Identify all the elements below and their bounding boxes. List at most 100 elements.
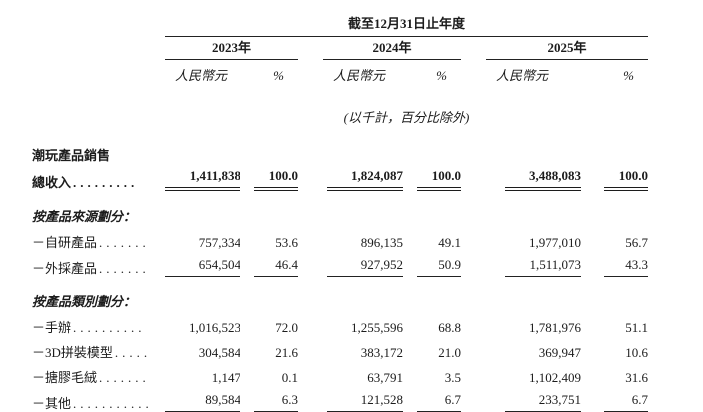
column-gap [298,164,323,191]
value-cell: 6.7 [403,386,461,412]
value-cell: 233,751 [486,386,581,412]
row-label: －搪膠毛絨 [32,370,98,385]
spacer-cell [30,59,165,84]
self-dev-pct-2023: 53.6 [275,235,298,250]
dot-leader: ......... [73,175,139,190]
row-label-cell: －手辦.......... [30,310,165,336]
total-rmb-2024: 1,824,087 [327,168,403,191]
column-gap [461,361,486,386]
dot-leader: ....... [99,261,150,276]
value-cell: 89,584 [165,386,240,412]
section-title-row: 潮玩產品銷售 [30,126,648,164]
column-gap [461,164,486,191]
value-cell: 1,977,010 [486,225,581,251]
column-gap [461,336,486,361]
value-cell: 63,791 [323,361,403,386]
column-gap [461,59,486,84]
others-pct-2025: 6.7 [604,392,649,412]
row-label: －手辦 [32,320,72,335]
value-cell: 3.5 [403,361,461,386]
value-cell: 100.0 [240,164,298,191]
currency-header-2025: 人民幣元 [496,68,549,83]
dot-leader: ....... [99,235,150,250]
row-label: －3D拼裝模型 [32,345,113,360]
table-row-vinyl-plush: －搪膠毛絨....... 1,147 0.1 63,791 3.5 1,102,… [30,361,648,386]
figures-pct-2025: 51.1 [625,320,649,335]
column-gap [298,251,323,277]
value-cell: 6.3 [240,386,298,412]
period-header: 截至12月31日止年度 [165,6,649,37]
column-gap [298,386,323,412]
total-pct-2024: 100.0 [417,168,461,191]
value-cell: 68.8 [403,310,461,336]
period-header-row: 截至12月31日止年度 [30,6,649,37]
column-gap [461,386,486,412]
value-cell: 1,411,838 [165,164,240,191]
dot-leader: ....... [99,370,150,385]
value-cell: 383,172 [323,336,403,361]
table-row-others: －其他........... 89,584 6.3 121,528 6.7 23… [30,386,649,412]
row-label-cell: －自研產品....... [30,225,165,251]
figures-pct-2023: 72.0 [275,320,298,335]
row-label: －外採產品 [32,261,98,276]
spacer-cell [30,84,165,126]
value-cell: 50.9 [403,251,461,277]
table-row-3d-models: －3D拼裝模型..... 304,584 21.6 383,172 21.0 3… [30,336,648,361]
year-2024-header: 2024年 [323,36,461,60]
value-cell: 21.6 [240,336,298,361]
value-cell: 49.1 [403,225,461,251]
value-cell: 10.6 [581,336,648,361]
ext-src-pct-2024: 50.9 [417,257,461,277]
value-cell: 51.1 [581,310,648,336]
models-rmb-2024: 383,172 [360,345,403,360]
self-dev-rmb-2023: 757,334 [198,235,240,250]
revenue-breakdown-table: 截至12月31日止年度 2023年 2024年 2025年 人民幣元 % 人民幣… [30,6,649,412]
models-pct-2024: 21.0 [438,345,461,360]
value-cell: 1,016,523 [165,310,240,336]
by-source-header-row: 按產品來源劃分： [30,191,648,225]
value-cell: 927,952 [323,251,403,277]
value-cell: 757,334 [165,225,240,251]
models-pct-2023: 21.6 [275,345,298,360]
percent-header-2023: % [273,68,284,83]
value-cell: 654,504 [165,251,240,277]
models-rmb-2023: 304,584 [198,345,240,360]
table-row-self-developed: －自研產品....... 757,334 53.6 896,135 49.1 1… [30,225,648,251]
row-label: －其他 [32,396,72,411]
subheader-row: 人民幣元 % 人民幣元 % 人民幣元 % [30,59,648,84]
value-cell: 369,947 [486,336,581,361]
value-cell: 1,511,073 [486,251,581,277]
value-cell: 121,528 [323,386,403,412]
value-cell: 1,147 [165,361,240,386]
value-cell: 21.0 [403,336,461,361]
value-cell: 0.1 [240,361,298,386]
others-rmb-2023: 89,584 [165,392,240,412]
figures-rmb-2025: 1,781,976 [529,320,581,335]
spacer-cell [30,6,165,36]
value-cell: 53.6 [240,225,298,251]
self-dev-pct-2025: 56.7 [625,235,649,250]
value-cell: 1,824,087 [323,164,403,191]
others-pct-2023: 6.3 [254,392,298,412]
value-cell: 3,488,083 [486,164,581,191]
column-gap [298,59,323,84]
plush-rmb-2025: 1,102,409 [529,370,581,385]
column-gap [298,310,323,336]
ext-src-pct-2025: 43.3 [604,257,649,277]
currency-header-2023: 人民幣元 [175,68,228,83]
self-dev-rmb-2024: 896,135 [360,235,403,250]
total-rmb-2025: 3,488,083 [505,168,581,191]
table-row-figures: －手辦.......... 1,016,523 72.0 1,255,596 6… [30,310,648,336]
value-cell: 56.7 [581,225,648,251]
value-cell: 46.4 [240,251,298,277]
value-cell: 1,781,976 [486,310,581,336]
total-rmb-2023: 1,411,838 [165,168,240,191]
row-label-cell: －搪膠毛絨....... [30,361,165,386]
models-pct-2025: 10.6 [625,345,649,360]
ext-src-rmb-2023: 654,504 [165,257,240,277]
row-label: －自研產品 [32,235,98,250]
dot-leader: .......... [73,320,146,335]
table-row-externally-sourced: －外採產品....... 654,504 46.4 927,952 50.9 1… [30,251,649,277]
row-label-cell: 總收入......... [30,164,165,191]
